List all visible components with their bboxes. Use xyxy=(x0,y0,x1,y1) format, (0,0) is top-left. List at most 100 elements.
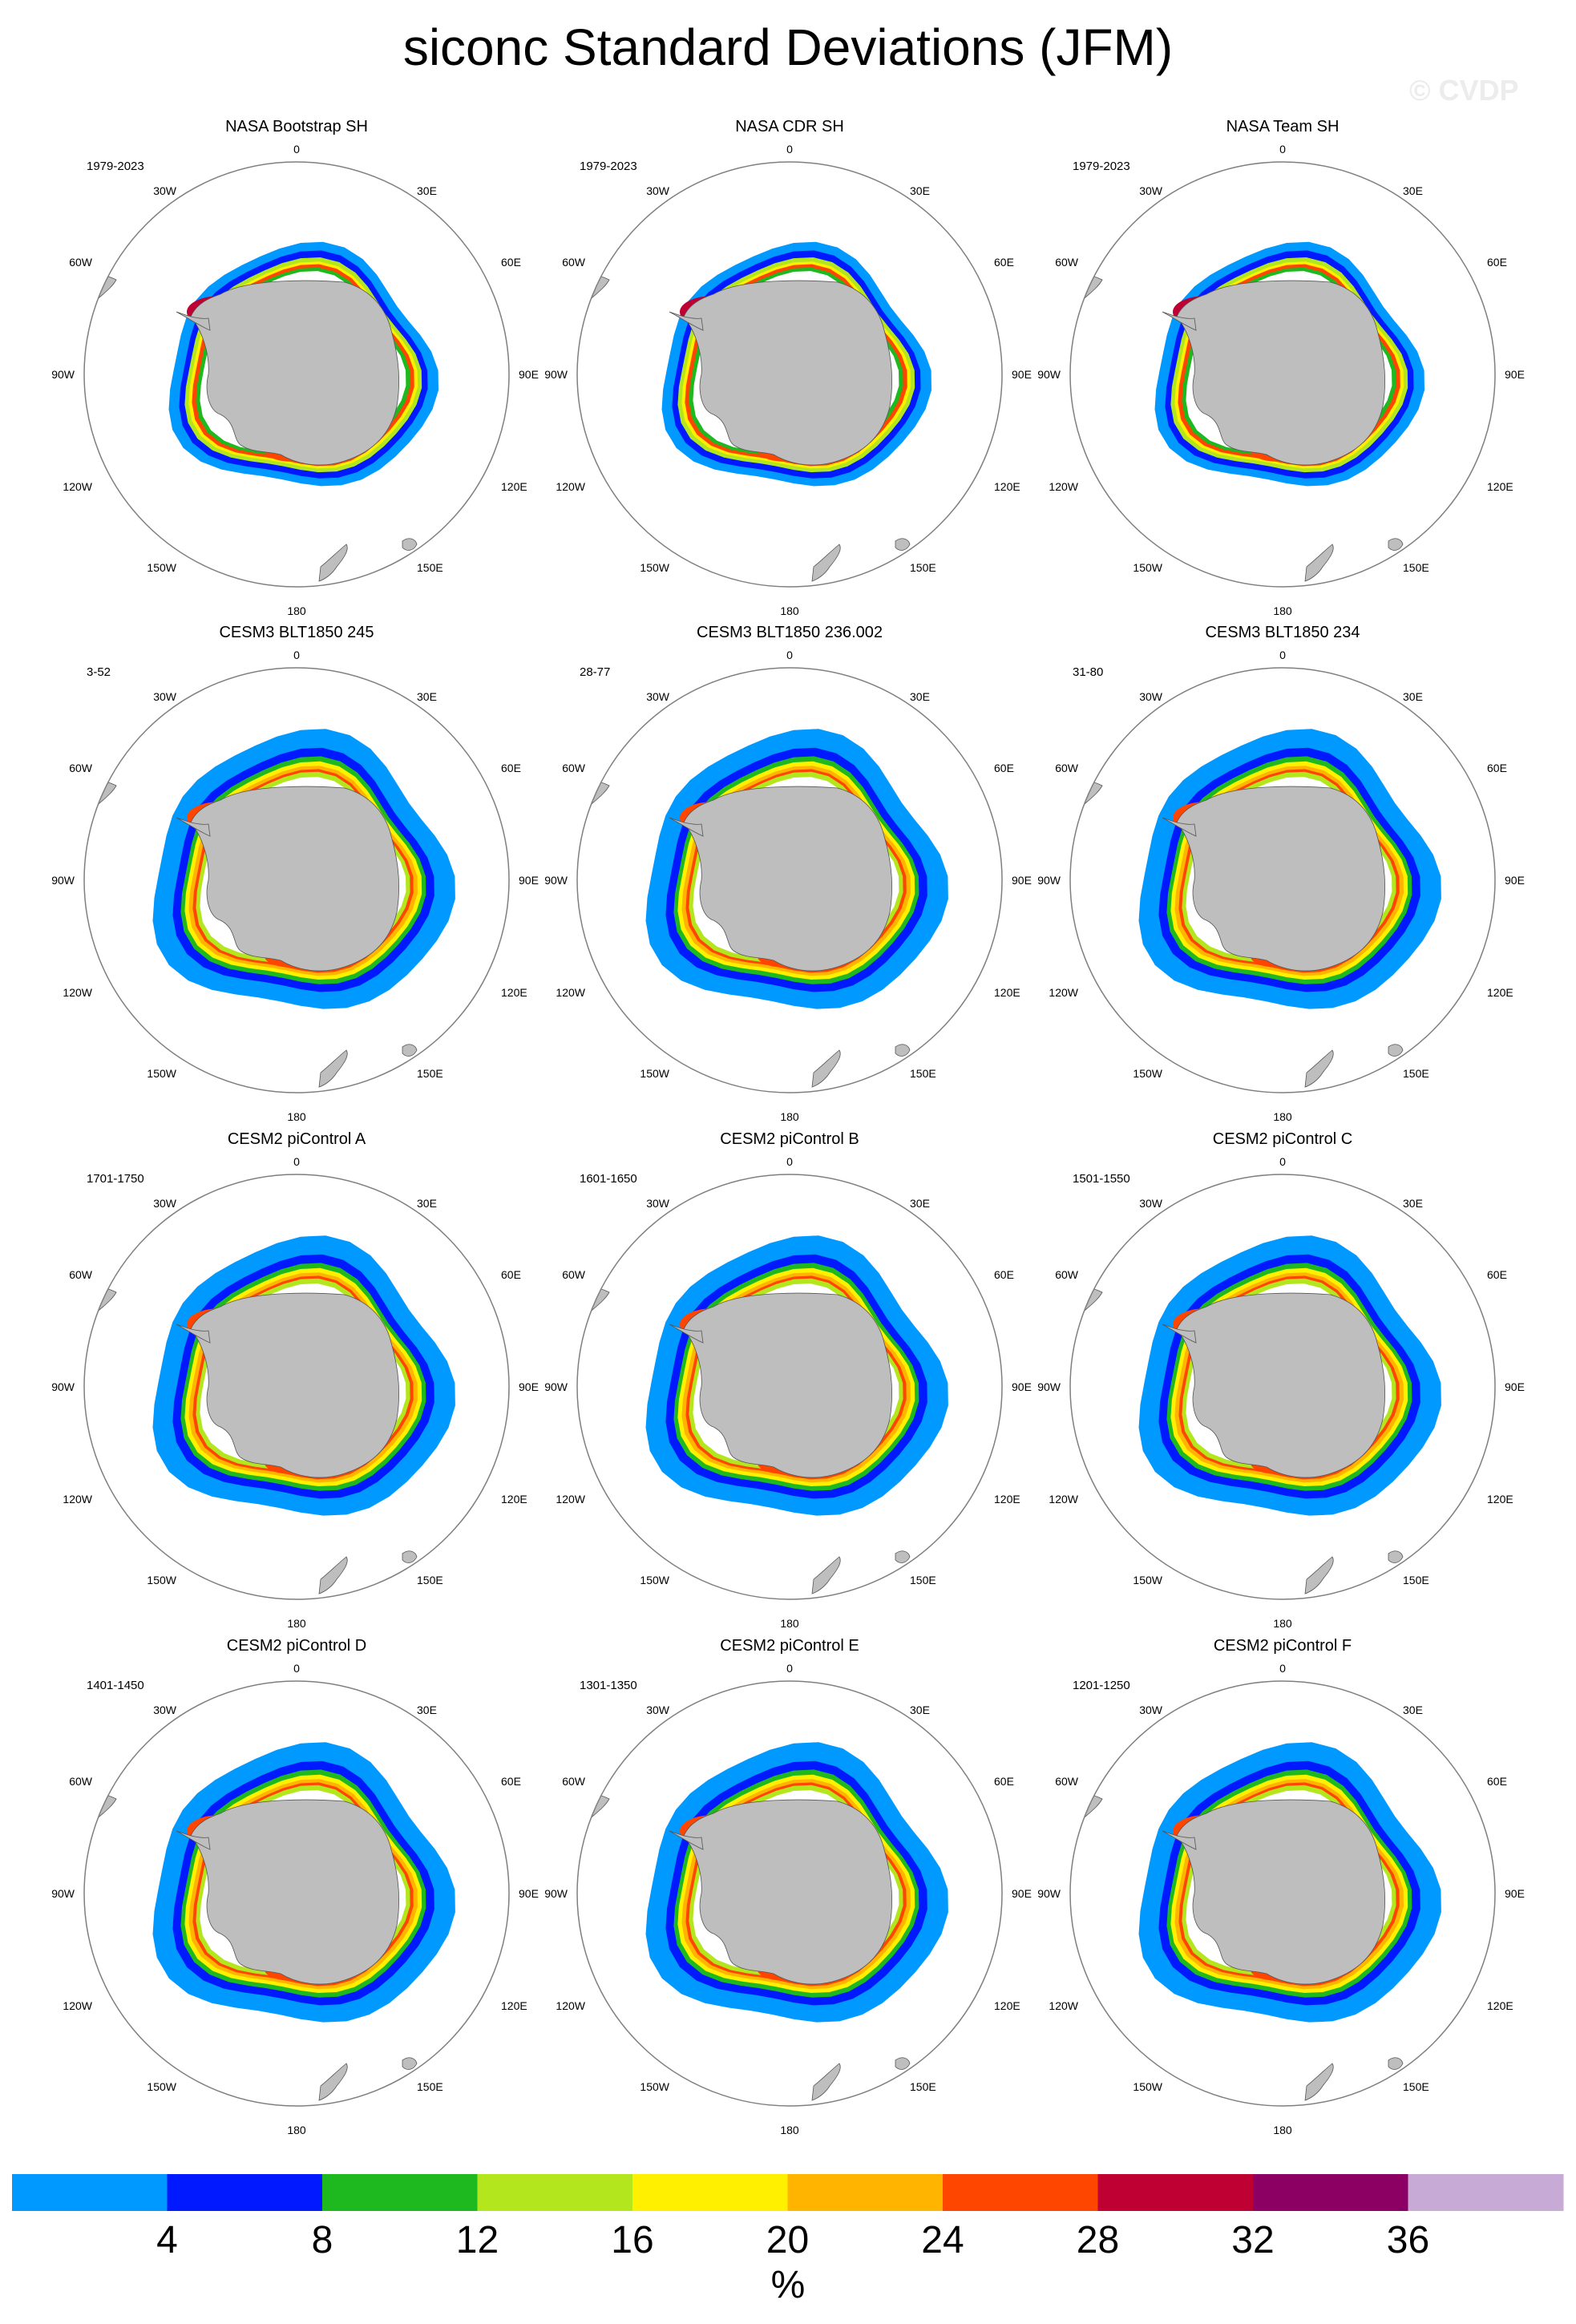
tasmania-land xyxy=(1388,2057,1404,2070)
panel-title: CESM2 piControl D xyxy=(227,1637,367,1655)
peninsula-land xyxy=(1162,817,1197,837)
antarctica-land xyxy=(1176,786,1385,972)
longitude-label: 90W xyxy=(1037,874,1061,887)
colorbar-tick-label: 20 xyxy=(766,2219,809,2261)
panel-title: CESM3 BLT1850 245 xyxy=(219,624,374,641)
longitude-label: 30W xyxy=(153,690,177,703)
tasmania-land xyxy=(402,2057,418,2070)
longitude-label: 60W xyxy=(562,1268,586,1281)
peninsula-land xyxy=(669,817,704,837)
peninsula-land xyxy=(669,311,704,331)
panel-period: 1979-2023 xyxy=(1073,160,1130,173)
longitude-label: 150W xyxy=(640,1574,669,1586)
south-america-land xyxy=(84,778,117,817)
antarctica-land xyxy=(683,1799,892,1985)
south-america-land xyxy=(84,1792,117,1830)
longitude-label: 150W xyxy=(1133,1574,1162,1586)
peninsula-land xyxy=(176,1324,211,1344)
longitude-label: 30W xyxy=(1139,1704,1163,1716)
panel-title: CESM3 BLT1850 236.002 xyxy=(697,624,883,641)
watermark: © CVDP xyxy=(1409,74,1519,107)
longitude-label: 150W xyxy=(1133,561,1162,574)
colorbar-units: % xyxy=(771,2264,806,2306)
longitude-label: 120E xyxy=(501,480,527,493)
longitude-label: 60E xyxy=(501,1775,521,1788)
tasmania-land xyxy=(895,1044,911,1057)
colorbar-box xyxy=(1097,2174,1254,2211)
map-panel: CESM3 BLT1850 245 3-52 0 30W 30E 60W 60E 90W 90E… xyxy=(51,624,539,1123)
tasmania-land xyxy=(1388,1044,1404,1057)
longitude-label: 180 xyxy=(780,1617,799,1630)
map-frame xyxy=(83,1174,510,1600)
map-panel: CESM3 BLT1850 234 31-80 0 30W 30E 60W 60E 90W 90… xyxy=(1037,624,1525,1123)
tasmania-land xyxy=(402,538,418,551)
longitude-label: 60E xyxy=(501,762,521,774)
longitude-label: 0 xyxy=(786,649,793,661)
map-frame xyxy=(1069,1680,1496,2107)
panel-period: 3-52 xyxy=(87,665,111,679)
longitude-label: 30W xyxy=(1139,690,1163,703)
longitude-label: 120E xyxy=(1487,1493,1513,1506)
panel-period: 1701-1750 xyxy=(87,1172,144,1186)
longitude-label: 60E xyxy=(1487,1775,1507,1788)
longitude-label: 60E xyxy=(501,1268,521,1281)
colorbar-tick-label: 4 xyxy=(156,2219,178,2261)
map-frame xyxy=(576,1680,1003,2107)
longitude-label: 60E xyxy=(1487,762,1507,774)
longitude-label: 30E xyxy=(910,1704,930,1716)
colorbar-tick-label: 36 xyxy=(1387,2219,1429,2261)
antarctica-land xyxy=(190,280,399,466)
peninsula-land xyxy=(669,1830,704,1850)
longitude-label: 150W xyxy=(640,1067,669,1080)
longitude-label: 60E xyxy=(994,1775,1014,1788)
longitude-label: 180 xyxy=(287,604,306,617)
longitude-label: 60E xyxy=(501,256,521,269)
antarctica-land xyxy=(190,1799,399,1985)
longitude-label: 0 xyxy=(1279,649,1286,661)
longitude-label: 150E xyxy=(417,1067,443,1080)
panel-title: CESM2 piControl C xyxy=(1213,1130,1353,1148)
longitude-label: 60E xyxy=(994,256,1014,269)
longitude-label: 180 xyxy=(1273,2124,1292,2136)
longitude-label: 150W xyxy=(1133,2080,1162,2093)
longitude-label: 150W xyxy=(147,2080,176,2093)
antarctica-land xyxy=(1176,1799,1385,1985)
panel-title: CESM2 piControl F xyxy=(1214,1637,1352,1655)
peninsula-land xyxy=(1162,1324,1197,1344)
longitude-label: 180 xyxy=(1273,1110,1292,1123)
longitude-label: 150E xyxy=(417,2080,443,2093)
longitude-label: 150E xyxy=(1403,1067,1429,1080)
longitude-label: 150E xyxy=(1403,2080,1429,2093)
longitude-label: 0 xyxy=(786,1155,793,1168)
longitude-label: 150W xyxy=(147,1067,176,1080)
longitude-label: 0 xyxy=(293,649,300,661)
longitude-label: 180 xyxy=(780,2124,799,2136)
longitude-label: 0 xyxy=(1279,1155,1286,1168)
south-america-land xyxy=(1070,1285,1103,1324)
longitude-label: 150W xyxy=(147,1574,176,1586)
south-america-land xyxy=(577,1792,610,1830)
longitude-label: 30W xyxy=(646,690,670,703)
longitude-label: 60E xyxy=(994,762,1014,774)
peninsula-land xyxy=(1162,311,1197,331)
colorbar-box xyxy=(322,2174,478,2211)
longitude-label: 90E xyxy=(1505,1887,1525,1900)
longitude-label: 90E xyxy=(1012,874,1032,887)
antarctica-land xyxy=(683,1292,892,1478)
longitude-label: 120W xyxy=(63,480,92,493)
longitude-label: 150E xyxy=(417,1574,443,1586)
longitude-label: 120W xyxy=(556,986,585,999)
colorbar-tick-label: 16 xyxy=(611,2219,653,2261)
panel-period: 1601-1650 xyxy=(580,1172,637,1186)
longitude-label: 30E xyxy=(910,690,930,703)
map-frame xyxy=(1069,161,1496,588)
new-zealand-land xyxy=(1304,1049,1334,1088)
map-frame xyxy=(83,667,510,1093)
new-zealand-land xyxy=(1304,2063,1334,2101)
new-zealand-land xyxy=(318,2063,348,2101)
longitude-label: 90E xyxy=(519,1380,539,1393)
longitude-label: 30E xyxy=(910,1197,930,1210)
antarctica-land xyxy=(683,786,892,972)
longitude-label: 120W xyxy=(63,1999,92,2012)
